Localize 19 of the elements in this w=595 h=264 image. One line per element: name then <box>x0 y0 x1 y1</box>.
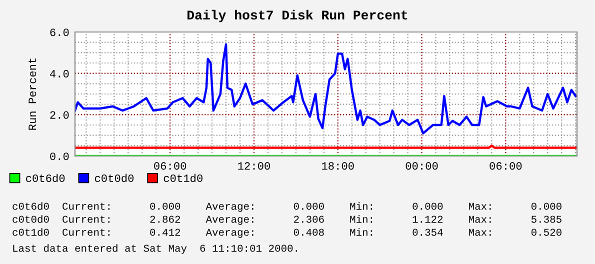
x-tick-label: 12:00 <box>238 162 270 170</box>
chart-title: Daily host7 Disk Run Percent <box>188 10 408 22</box>
text: c0t6d0 Current: 0.000 Average: 0.000 Min: 0.000 Max: 0.000 <box>12 202 562 212</box>
x-tick-label: 00:00 <box>406 162 438 170</box>
y-tick-label: 2.0 <box>50 111 69 119</box>
text: Last data entered at Sat May 6 11:10:01 2000. <box>13 244 298 254</box>
y-tick-label: 0.0 <box>50 152 69 160</box>
text: c0t1d0 Current: 0.412 Average: 0.408 Min: 0.354 Max: 0.520 <box>12 228 562 238</box>
legend-label: c0t6d0 <box>26 174 65 182</box>
y-tick-label: 4.0 <box>50 70 69 78</box>
x-tick-label: 06:00 <box>490 162 522 170</box>
y-axis-title: Run Percent <box>28 58 36 130</box>
legend-label: c0t1d0 <box>164 174 202 182</box>
text: c0t0d0 Current: 2.862 Average: 2.306 Min: 1.122 Max: 5.385 <box>12 215 562 225</box>
x-tick-label: 06:00 <box>154 162 186 170</box>
legend-label: c0t0d0 <box>94 174 134 182</box>
x-tick-label: 18:00 <box>322 162 354 170</box>
line-series <box>75 43 577 134</box>
y-tick-label: 6.0 <box>50 28 69 36</box>
